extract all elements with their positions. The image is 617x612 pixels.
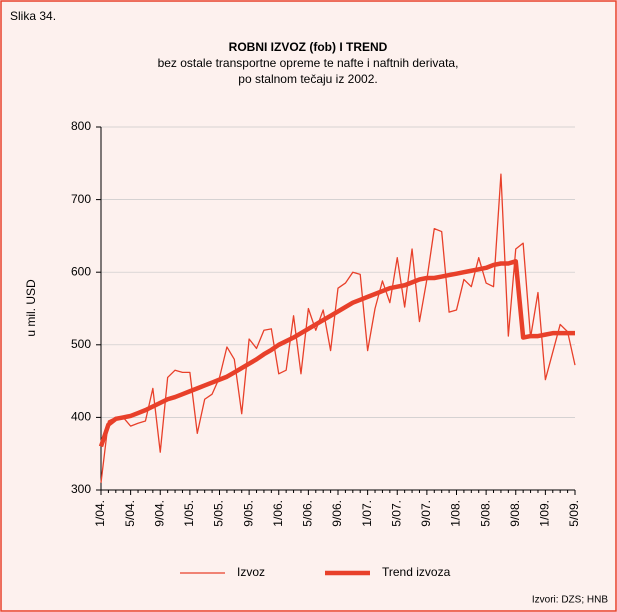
- series-line: [100, 173, 576, 483]
- subtitle: bez ostale transportne opreme te nafte i…: [158, 56, 459, 70]
- x-tick-label: 1/08.: [449, 500, 463, 527]
- series-line: [98, 259, 575, 448]
- x-tick-label: 5/08.: [478, 500, 492, 527]
- y-tick-label: 600: [71, 264, 91, 278]
- x-tick-label: 9/06.: [330, 500, 344, 527]
- x-tick-label: 1/04.: [93, 500, 107, 527]
- y-tick-label: 700: [71, 192, 91, 206]
- x-tick-label: 9/08.: [508, 500, 522, 527]
- x-tick-label: 9/04.: [152, 500, 166, 527]
- y-axis-label: u mil. USD: [24, 279, 38, 337]
- x-tick-label: 5/06.: [301, 500, 315, 527]
- figure-label: Slika 34.: [10, 9, 56, 23]
- y-tick-label: 400: [71, 410, 91, 424]
- y-tick-label: 300: [71, 482, 91, 496]
- x-tick-label: 9/05.: [241, 500, 255, 527]
- x-tick-label: 1/09.: [538, 500, 552, 527]
- legend-label: Izvoz: [237, 565, 265, 579]
- x-tick-label: 5/07.: [389, 500, 403, 527]
- subtitle: po stalnom tečaju iz 2002.: [238, 72, 377, 86]
- x-tick-label: 5/05.: [212, 500, 226, 527]
- x-tick-label: 5/09.: [567, 500, 581, 527]
- x-tick-label: 1/06.: [271, 500, 285, 527]
- x-tick-label: 5/04.: [123, 500, 137, 527]
- x-tick-label: 1/05.: [182, 500, 196, 527]
- legend-label: Trend izvoza: [382, 565, 451, 579]
- y-tick-label: 500: [71, 337, 91, 351]
- x-tick-label: 9/07.: [419, 500, 433, 527]
- y-tick-label: 800: [71, 119, 91, 133]
- chart-title: ROBNI IZVOZ (fob) I TREND: [229, 40, 388, 54]
- source: Izvori: DZS; HNB: [532, 595, 608, 606]
- x-tick-label: 1/07.: [360, 500, 374, 527]
